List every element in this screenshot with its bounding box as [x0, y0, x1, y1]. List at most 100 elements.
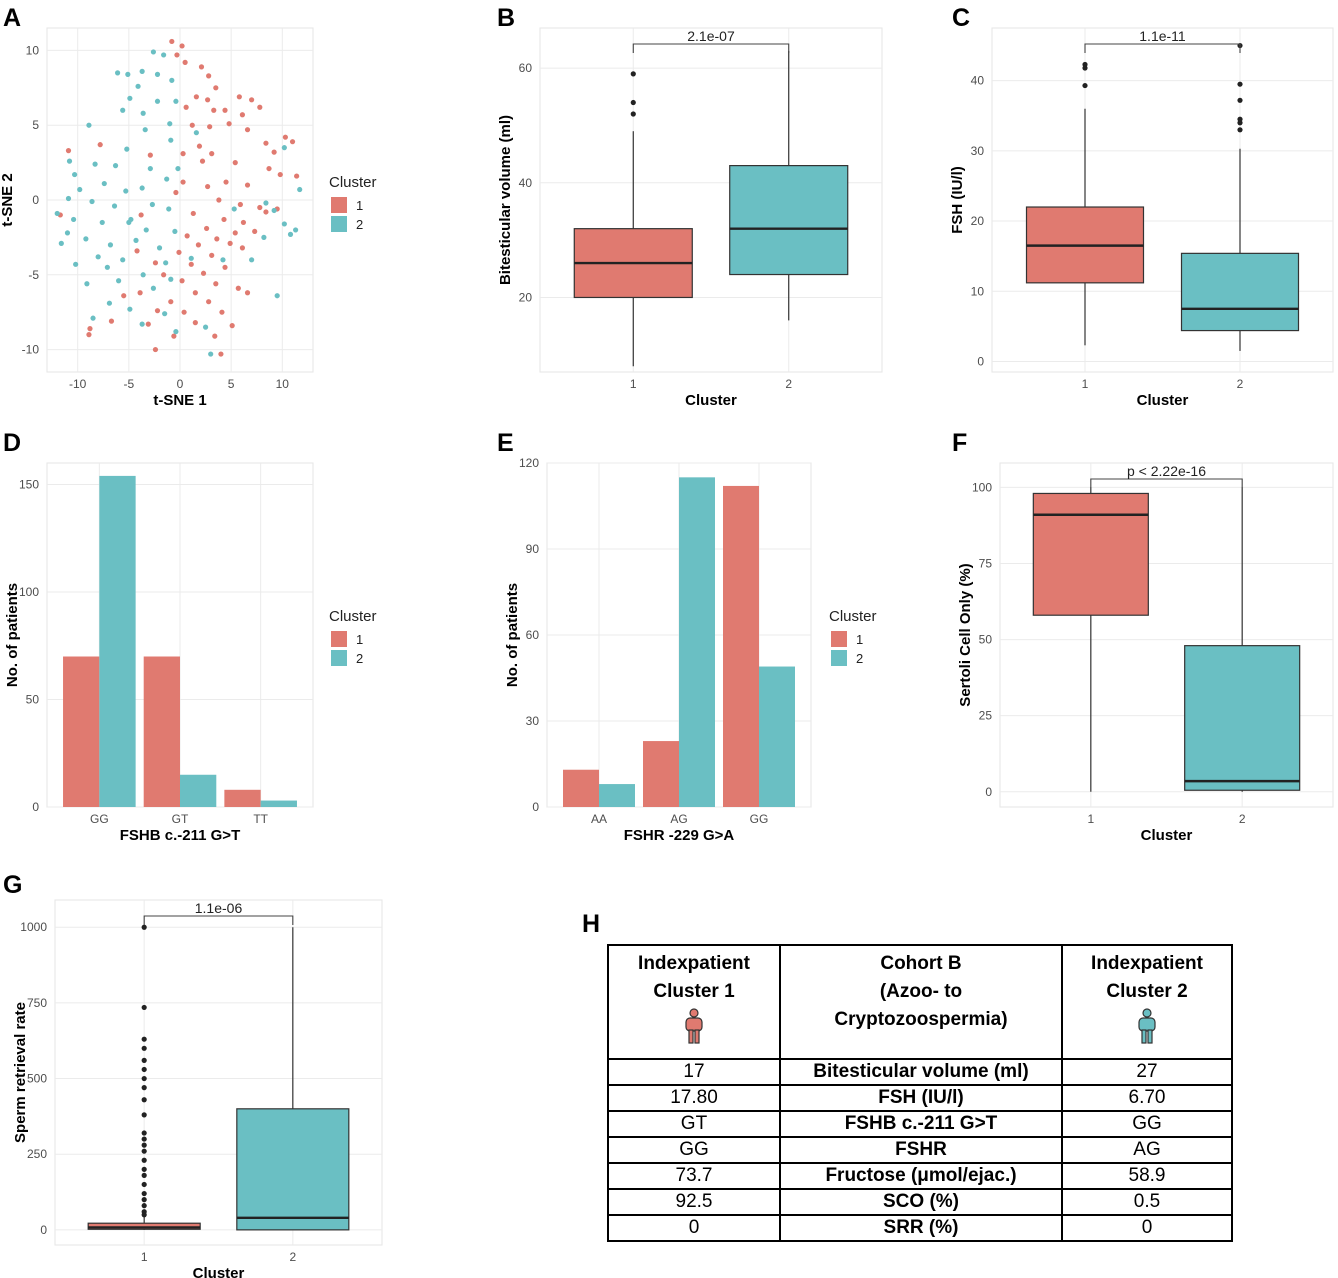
legend-swatch-cluster-1 [331, 197, 347, 213]
scatter-point-cluster-2 [263, 200, 269, 206]
scatter-point-cluster-1 [252, 228, 258, 235]
y-tick-label: 500 [27, 1072, 47, 1086]
table-row: 0 SRR (%) 0 [607, 1214, 1233, 1242]
y-tick-label: 5 [32, 118, 39, 132]
y-tick-label: 90 [526, 542, 540, 556]
x-tick-label: 1 [1087, 812, 1094, 826]
scatter-point-cluster-2 [274, 293, 280, 299]
scatter-point-cluster-2 [104, 264, 110, 270]
scatter-point-cluster-1 [190, 210, 196, 217]
y-tick-label: 10 [26, 43, 40, 57]
panel-letter-h: H [582, 910, 600, 938]
bar-ag-cluster-2 [679, 477, 715, 807]
y-tick-label: 250 [27, 1147, 47, 1161]
scatter-point-cluster-1 [108, 318, 115, 324]
box-outlier-cluster-1 [141, 1197, 147, 1203]
x-tick-label: 5 [228, 377, 235, 391]
scatter-point-cluster-2 [58, 240, 64, 246]
row-label: FSH (IU/l) [779, 1084, 1063, 1112]
x-tick-label: 1 [141, 1250, 148, 1264]
x-tick-label: 1 [1082, 377, 1089, 391]
row-right: AG [1061, 1136, 1233, 1164]
scatter-point-cluster-2 [86, 122, 92, 128]
scatter-point-cluster-1 [211, 107, 217, 113]
legend-swatch-cluster-1 [831, 631, 847, 647]
scatter-point-cluster-1 [216, 197, 222, 203]
scatter-point-cluster-2 [128, 216, 134, 223]
scatter-point-cluster-2 [167, 121, 173, 127]
x-axis-title: FSHR -229 G>A [624, 827, 735, 844]
scatter-point-cluster-2 [147, 165, 153, 172]
legend-swatch-cluster-1 [331, 631, 347, 647]
bar-gg-cluster-2 [759, 666, 795, 807]
scatter-point-cluster-1 [222, 264, 228, 270]
y-tick-label: 25 [979, 709, 993, 723]
row-left: GG [607, 1136, 781, 1164]
y-axis-title: FSH (IU/l) [949, 166, 966, 234]
scatter-point-cluster-2 [202, 324, 209, 330]
scatter-point-cluster-1 [192, 320, 198, 326]
scatter-point-cluster-1 [181, 309, 187, 315]
significance-bracket [1084, 43, 1241, 53]
y-tick-label: 75 [979, 556, 993, 570]
row-left: GT [607, 1110, 781, 1138]
row-right: GG [1061, 1110, 1233, 1138]
scatter-point-cluster-1 [192, 290, 198, 296]
x-axis-title: FSHB c.-211 G>T [120, 827, 240, 844]
scatter-point-cluster-2 [72, 171, 78, 178]
scatter-point-cluster-1 [206, 73, 212, 79]
scatter-point-cluster-2 [120, 107, 126, 113]
scatter-point-cluster-2 [95, 254, 101, 260]
legend-label-cluster-2: 2 [856, 651, 863, 666]
scatter-point-cluster-2 [92, 161, 98, 167]
scatter-point-cluster-2 [188, 255, 194, 261]
scatter-point-cluster-2 [139, 321, 145, 327]
y-tick-label: 150 [19, 478, 39, 492]
scatter-point-cluster-1 [263, 209, 269, 215]
panel-letter-a: A [3, 4, 21, 32]
y-tick-label: 0 [985, 785, 992, 799]
scatter-point-cluster-2 [150, 49, 156, 55]
y-tick-label: 50 [26, 693, 40, 707]
scatter-point-cluster-2 [114, 70, 121, 76]
bar-gg-cluster-1 [723, 485, 759, 807]
scatter-point-cluster-2 [193, 130, 199, 136]
scatter-point-cluster-2 [143, 227, 149, 233]
scatter-point-cluster-1 [189, 122, 195, 128]
scatter-point-cluster-2 [139, 185, 145, 191]
box-outlier-cluster-1 [141, 1157, 147, 1163]
scatter-point-cluster-2 [99, 219, 105, 226]
significance-bracket [143, 915, 294, 925]
y-tick-label: 1000 [20, 920, 47, 934]
scatter-point-cluster-2 [140, 272, 146, 278]
scatter-point-cluster-1 [219, 309, 225, 315]
scatter-point-cluster-2 [123, 188, 129, 194]
scatter-point-cluster-2 [127, 95, 133, 101]
scatter-point-cluster-2 [124, 146, 130, 152]
panel-letter-e: E [497, 429, 514, 457]
scatter-point-cluster-1 [232, 160, 238, 166]
box-outlier-cluster-1 [141, 1085, 147, 1091]
scatter-point-cluster-2 [154, 98, 161, 104]
box-outlier-cluster-1 [141, 1036, 147, 1042]
box-iqr-cluster-2 [1180, 252, 1300, 332]
scatter-point-cluster-2 [208, 351, 214, 357]
scatter-point-cluster-1 [176, 249, 182, 255]
x-tick-label: 2 [1239, 812, 1246, 826]
x-tick-label: GG [750, 812, 769, 826]
row-right: 58.9 [1061, 1162, 1233, 1190]
header-col2-line1: Cohort B [880, 953, 962, 974]
box-outlier-cluster-1 [141, 1203, 147, 1209]
scatter-point-cluster-1 [179, 43, 185, 49]
box-outlier-cluster-2 [1237, 97, 1243, 103]
scatter-point-cluster-1 [263, 140, 269, 146]
scatter-point-cluster-1 [188, 261, 194, 267]
box-outlier-cluster-1 [630, 111, 636, 117]
box-outlier-cluster-2 [1237, 127, 1243, 133]
x-tick-label: 1 [630, 377, 637, 391]
box-outlier-cluster-1 [141, 1112, 147, 1118]
x-tick-label: GT [172, 812, 189, 826]
scatter-point-cluster-1 [180, 151, 186, 157]
header-col3-line1: Indexpatient [1091, 953, 1203, 974]
